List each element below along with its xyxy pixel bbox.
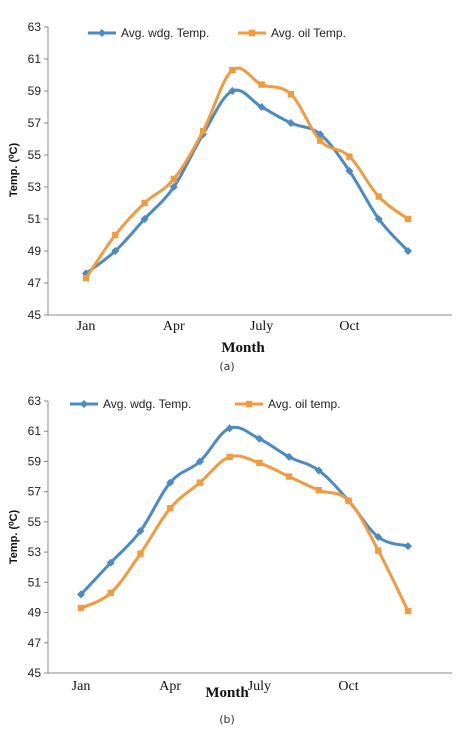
data-point-marker	[137, 550, 144, 557]
data-point-marker	[257, 103, 266, 111]
y-tick-label: 47	[28, 636, 42, 650]
series-line-oil	[84, 66, 410, 280]
legend-swatch-marker	[80, 400, 88, 408]
data-point-marker	[258, 81, 265, 88]
y-tick-label: 61	[28, 52, 42, 66]
x-tick-label: Apr	[163, 319, 185, 334]
y-tick-label: 53	[28, 180, 42, 194]
data-point-marker	[316, 137, 324, 144]
legend-swatch-marker	[248, 29, 256, 37]
data-point-marker	[345, 497, 352, 504]
series-line-oil	[79, 454, 410, 613]
data-point-marker	[228, 87, 237, 95]
data-point-marker	[345, 167, 354, 175]
data-point-marker	[196, 479, 204, 486]
x-tick-label: July	[250, 319, 273, 334]
data-point-marker	[77, 590, 85, 599]
x-tick-label: Oct	[338, 679, 358, 694]
legend-label: Avg. wdg. Temp.	[103, 397, 191, 411]
data-point-marker	[199, 127, 207, 135]
legend-swatch-marker	[245, 400, 253, 408]
y-axis-title: Temp. (⁰C)	[8, 143, 20, 198]
data-point-marker	[375, 193, 382, 200]
data-point-marker	[256, 459, 263, 467]
data-point-marker	[107, 589, 114, 597]
data-point-marker	[404, 247, 412, 255]
data-point-marker	[287, 91, 295, 98]
data-point-marker	[404, 215, 412, 223]
data-point-marker	[82, 275, 90, 282]
y-tick-label: 51	[28, 212, 42, 226]
x-axis-title: Month	[221, 340, 265, 356]
y-tick-label: 51	[28, 575, 42, 589]
data-point-marker	[77, 604, 85, 612]
data-point-marker	[404, 607, 412, 615]
data-point-marker	[195, 457, 204, 466]
data-point-marker	[226, 453, 233, 461]
x-tick-label: Jan	[77, 319, 96, 334]
legend-swatch-marker	[98, 29, 106, 37]
data-point-marker	[404, 542, 412, 551]
data-point-marker	[111, 247, 120, 255]
x-tick-label: Oct	[339, 319, 359, 334]
data-point-marker	[141, 199, 148, 207]
y-tick-label: 63	[28, 394, 42, 408]
data-point-marker	[140, 215, 149, 223]
data-point-marker	[136, 526, 145, 535]
series-line-wdg	[84, 88, 410, 275]
legend-label: Avg. oil temp.	[268, 397, 340, 411]
y-tick-label: 61	[28, 424, 42, 438]
data-point-marker	[374, 533, 383, 541]
y-tick-label: 45	[28, 666, 42, 680]
panel-caption: (a)	[219, 360, 234, 373]
data-point-marker	[315, 486, 323, 494]
data-point-marker	[346, 153, 353, 160]
legend-label: Avg. oil Temp.	[271, 26, 346, 40]
y-axis-title: Temp. (⁰C)	[8, 510, 20, 565]
data-point-marker	[285, 473, 293, 480]
y-tick-label: 55	[28, 515, 42, 529]
data-point-marker	[106, 558, 115, 567]
data-point-marker	[169, 183, 178, 191]
data-point-marker	[166, 478, 175, 487]
chart-panel-b: 45 47 49 51 53 55 57 59 61 63 Jan Apr July Oct Month Te…	[8, 394, 452, 726]
y-tick-label: 53	[28, 545, 42, 559]
data-point-marker	[255, 434, 264, 443]
y-tick-label: 57	[28, 116, 42, 130]
data-point-marker	[285, 452, 294, 461]
data-point-marker	[112, 231, 119, 239]
panel-caption: (b)	[219, 713, 235, 726]
y-tick-label: 49	[28, 606, 42, 620]
y-tick-label: 59	[28, 84, 42, 98]
data-point-marker	[229, 67, 236, 74]
y-tick-label: 49	[28, 244, 42, 258]
y-tick-label: 45	[28, 308, 42, 322]
x-tick-label: Jan	[72, 679, 91, 694]
y-tick-label: 55	[28, 148, 42, 162]
data-point-marker	[375, 547, 382, 554]
data-point-marker	[286, 119, 295, 127]
y-tick-label: 47	[28, 276, 42, 290]
data-point-marker	[225, 424, 234, 433]
legend-label: Avg. wdg. Temp.	[121, 26, 209, 40]
data-point-marker	[170, 175, 178, 183]
data-point-marker	[374, 215, 383, 223]
y-tick-label: 63	[28, 20, 42, 34]
data-point-marker	[314, 466, 323, 475]
data-point-marker	[166, 505, 174, 512]
chart-panel-a: 45 47 49 51 53 55 57 59 61 63 Jan Apr July Oct Month Te…	[8, 20, 452, 373]
y-tick-label: 59	[28, 454, 42, 468]
y-tick-label: 57	[28, 485, 42, 499]
x-tick-label: Apr	[159, 679, 181, 694]
x-axis-title: Month	[205, 685, 249, 701]
x-tick-label: July	[248, 679, 271, 694]
